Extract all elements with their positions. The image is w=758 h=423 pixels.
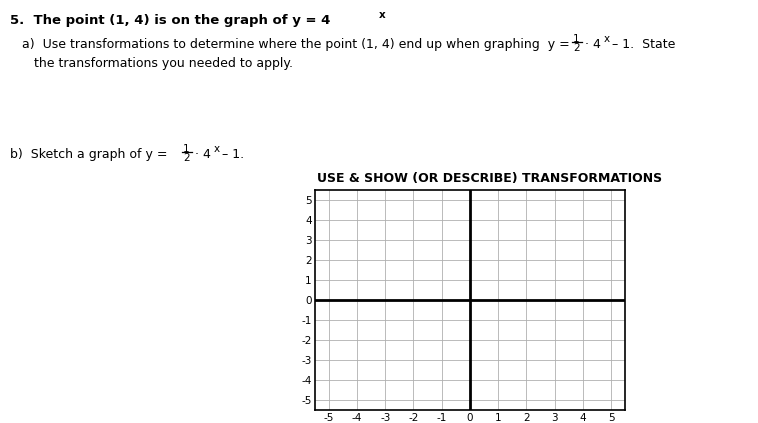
Text: 2: 2 xyxy=(183,153,190,163)
Text: b)  Sketch a graph of y =: b) Sketch a graph of y = xyxy=(10,148,171,161)
Text: – 1.: – 1. xyxy=(218,148,244,161)
Text: a)  Use transformations to determine where the point (1, 4) end up when graphing: a) Use transformations to determine wher… xyxy=(22,38,570,51)
Text: x: x xyxy=(214,144,220,154)
Text: – 1.  State: – 1. State xyxy=(608,38,675,51)
Text: 5.  The point (1, 4) is on the graph of y = 4: 5. The point (1, 4) is on the graph of y… xyxy=(10,14,330,27)
Text: x: x xyxy=(379,10,386,20)
Text: 2: 2 xyxy=(573,43,580,53)
Text: the transformations you needed to apply.: the transformations you needed to apply. xyxy=(34,57,293,70)
Text: · 4: · 4 xyxy=(195,148,211,161)
Text: x: x xyxy=(604,34,610,44)
Text: 1: 1 xyxy=(183,144,190,154)
Text: USE & SHOW (OR DESCRIBE) TRANSFORMATIONS: USE & SHOW (OR DESCRIBE) TRANSFORMATIONS xyxy=(318,172,662,185)
Text: 1: 1 xyxy=(573,34,580,44)
Text: · 4: · 4 xyxy=(585,38,601,51)
